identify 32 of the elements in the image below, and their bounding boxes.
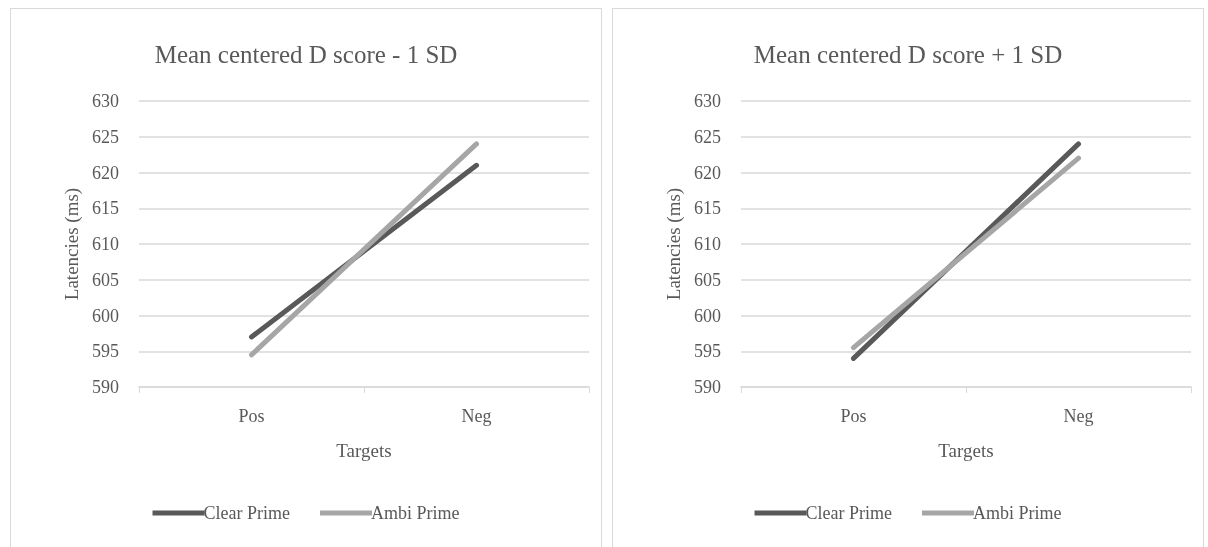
y-tick-label: 630 [694,91,721,111]
y-tick-label: 595 [92,341,119,362]
x-tick-label: Neg [461,406,492,426]
x-tick-label: Pos [238,406,265,426]
y-tick-label: 605 [694,269,721,290]
y-tick-label: 630 [92,91,119,111]
x-axis-title: Targets [938,440,994,461]
y-tick-label: 600 [92,305,119,326]
y-tick-label: 610 [694,234,721,254]
y-tick-label: 595 [694,341,721,362]
chart-title: Mean centered D score - 1 SD [154,41,458,68]
x-tick-label: Neg [1063,406,1094,426]
legend-label: Ambi Prime [972,503,1062,523]
y-tick-label: 615 [92,198,119,219]
y-tick-label: 615 [694,198,721,219]
y-axis-title: Latencies (ms) [61,187,84,301]
y-tick-label: 610 [92,234,119,254]
y-tick-label: 620 [694,162,721,183]
y-tick-label: 625 [92,126,119,147]
legend-label: Clear Prime [203,503,290,523]
y-tick-label: 625 [694,126,721,147]
y-axis-title: Latencies (ms) [663,187,686,301]
chart-title: Mean centered D score + 1 SD [753,41,1063,68]
y-tick-label: 590 [694,377,721,397]
y-tick-label: 605 [92,269,119,290]
x-tick-label: Pos [840,406,867,426]
legend-label: Clear Prime [805,503,892,523]
x-axis-title: Targets [336,440,392,461]
legend-label: Ambi Prime [370,503,460,523]
y-tick-label: 620 [92,162,119,183]
y-tick-label: 590 [92,377,119,397]
y-tick-label: 600 [694,305,721,326]
